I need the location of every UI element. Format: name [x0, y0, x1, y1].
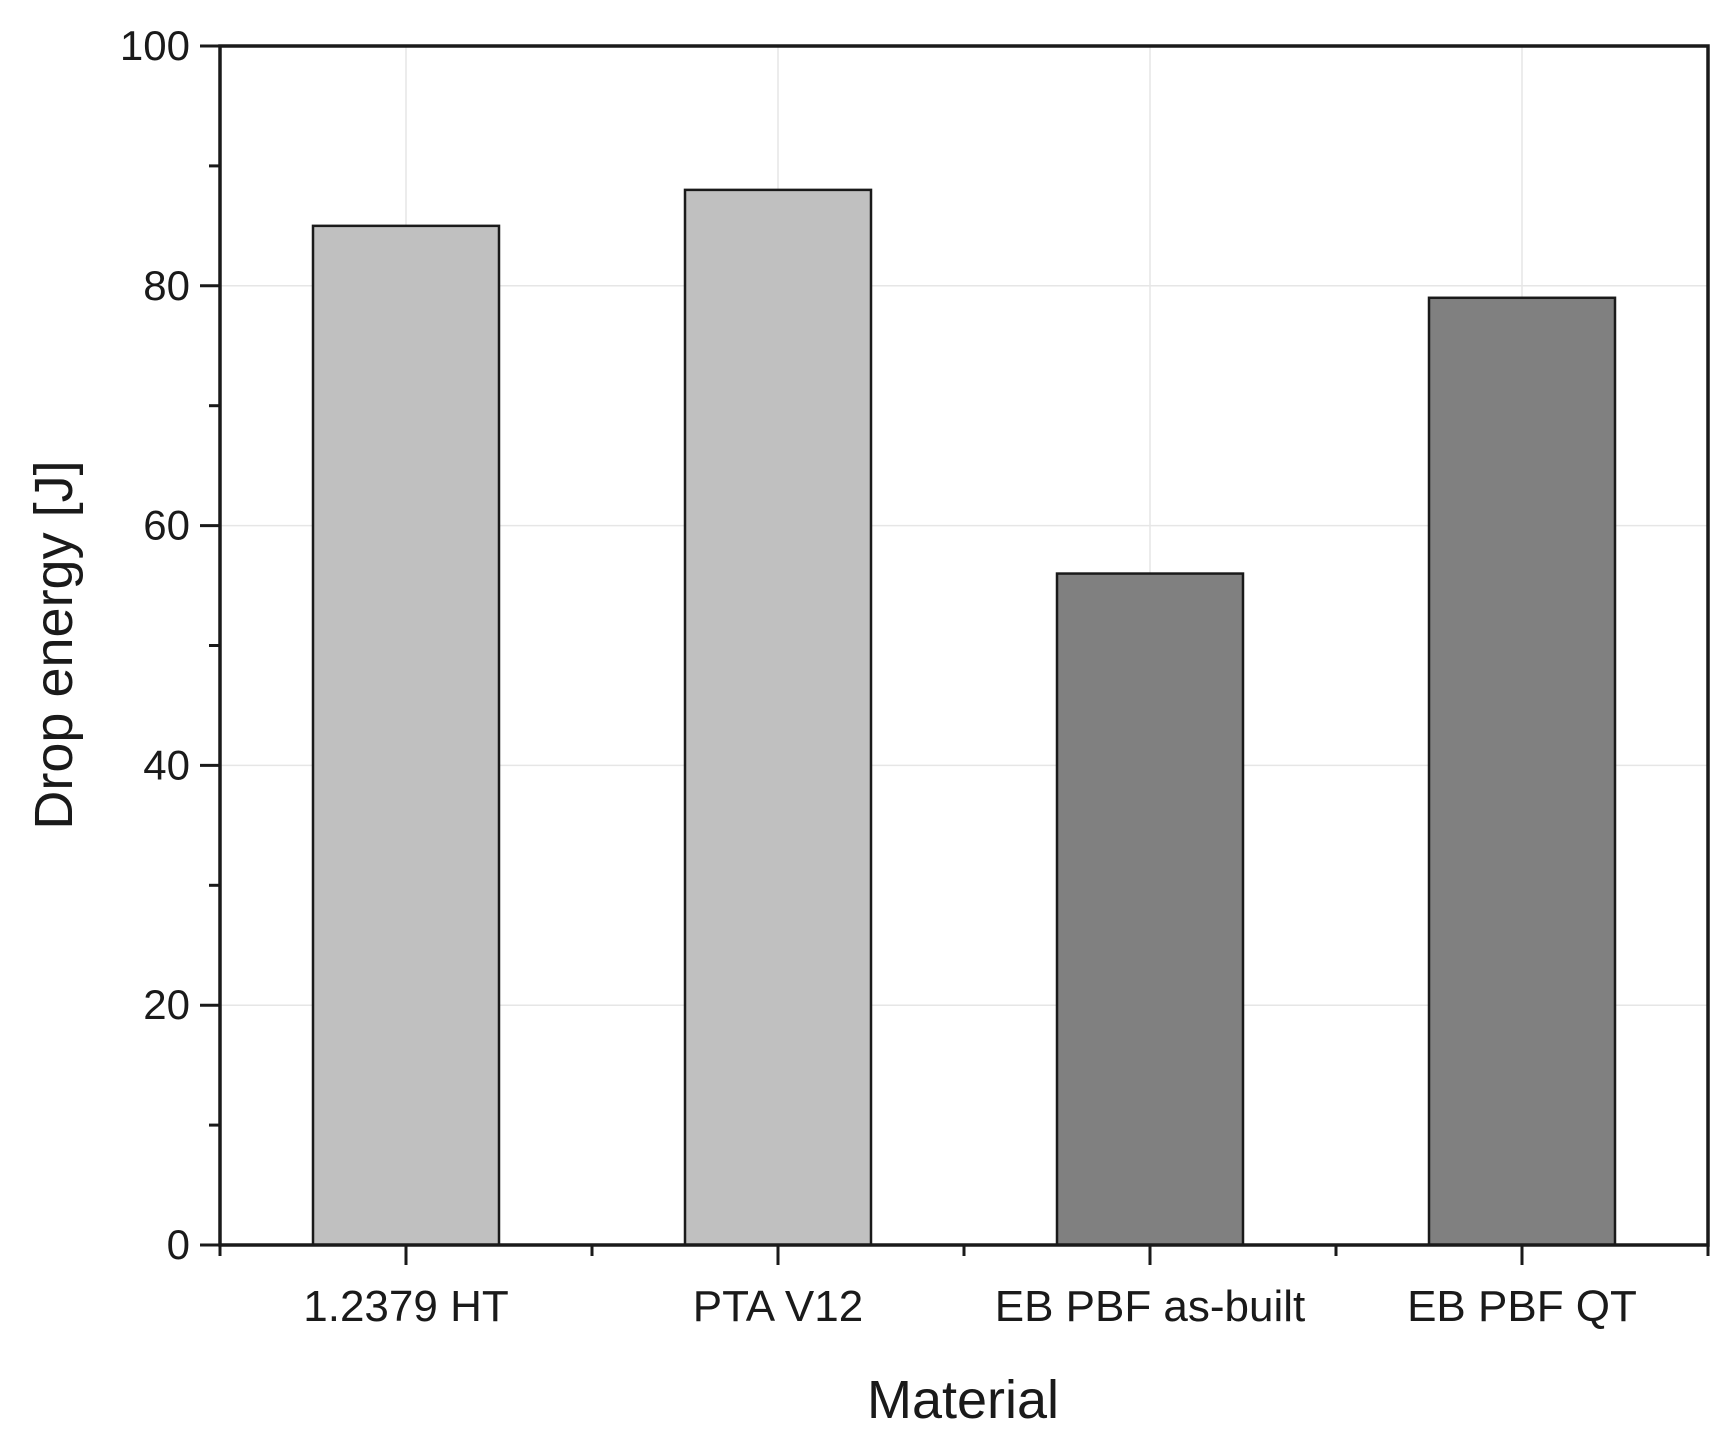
x-tick-label: 1.2379 HT [303, 1282, 508, 1331]
x-tick-label: EB PBF QT [1407, 1282, 1637, 1331]
y-tick-label: 20 [143, 981, 190, 1028]
x-tick-label: EB PBF as-built [995, 1282, 1306, 1331]
tick-labels: 0 20 40 60 80 100 1.2379 HT PTA V12 EB PBF as-bu… [120, 22, 1637, 1331]
bar [683, 188, 873, 1247]
y-axis-title: Drop energy [J] [24, 460, 84, 829]
bar [1427, 296, 1617, 1247]
x-axis-title: Material [867, 1370, 1059, 1430]
y-tick-label: 60 [143, 502, 190, 549]
y-tick-label: 40 [143, 741, 190, 788]
y-tick-label: 100 [120, 22, 190, 69]
y-tick-label: 80 [143, 262, 190, 309]
x-tick-label: PTA V12 [693, 1282, 863, 1331]
bar [311, 224, 501, 1247]
bars [311, 188, 1617, 1247]
y-tick-label: 0 [167, 1221, 190, 1268]
bar [1055, 572, 1245, 1247]
ticks [200, 44, 1710, 1265]
